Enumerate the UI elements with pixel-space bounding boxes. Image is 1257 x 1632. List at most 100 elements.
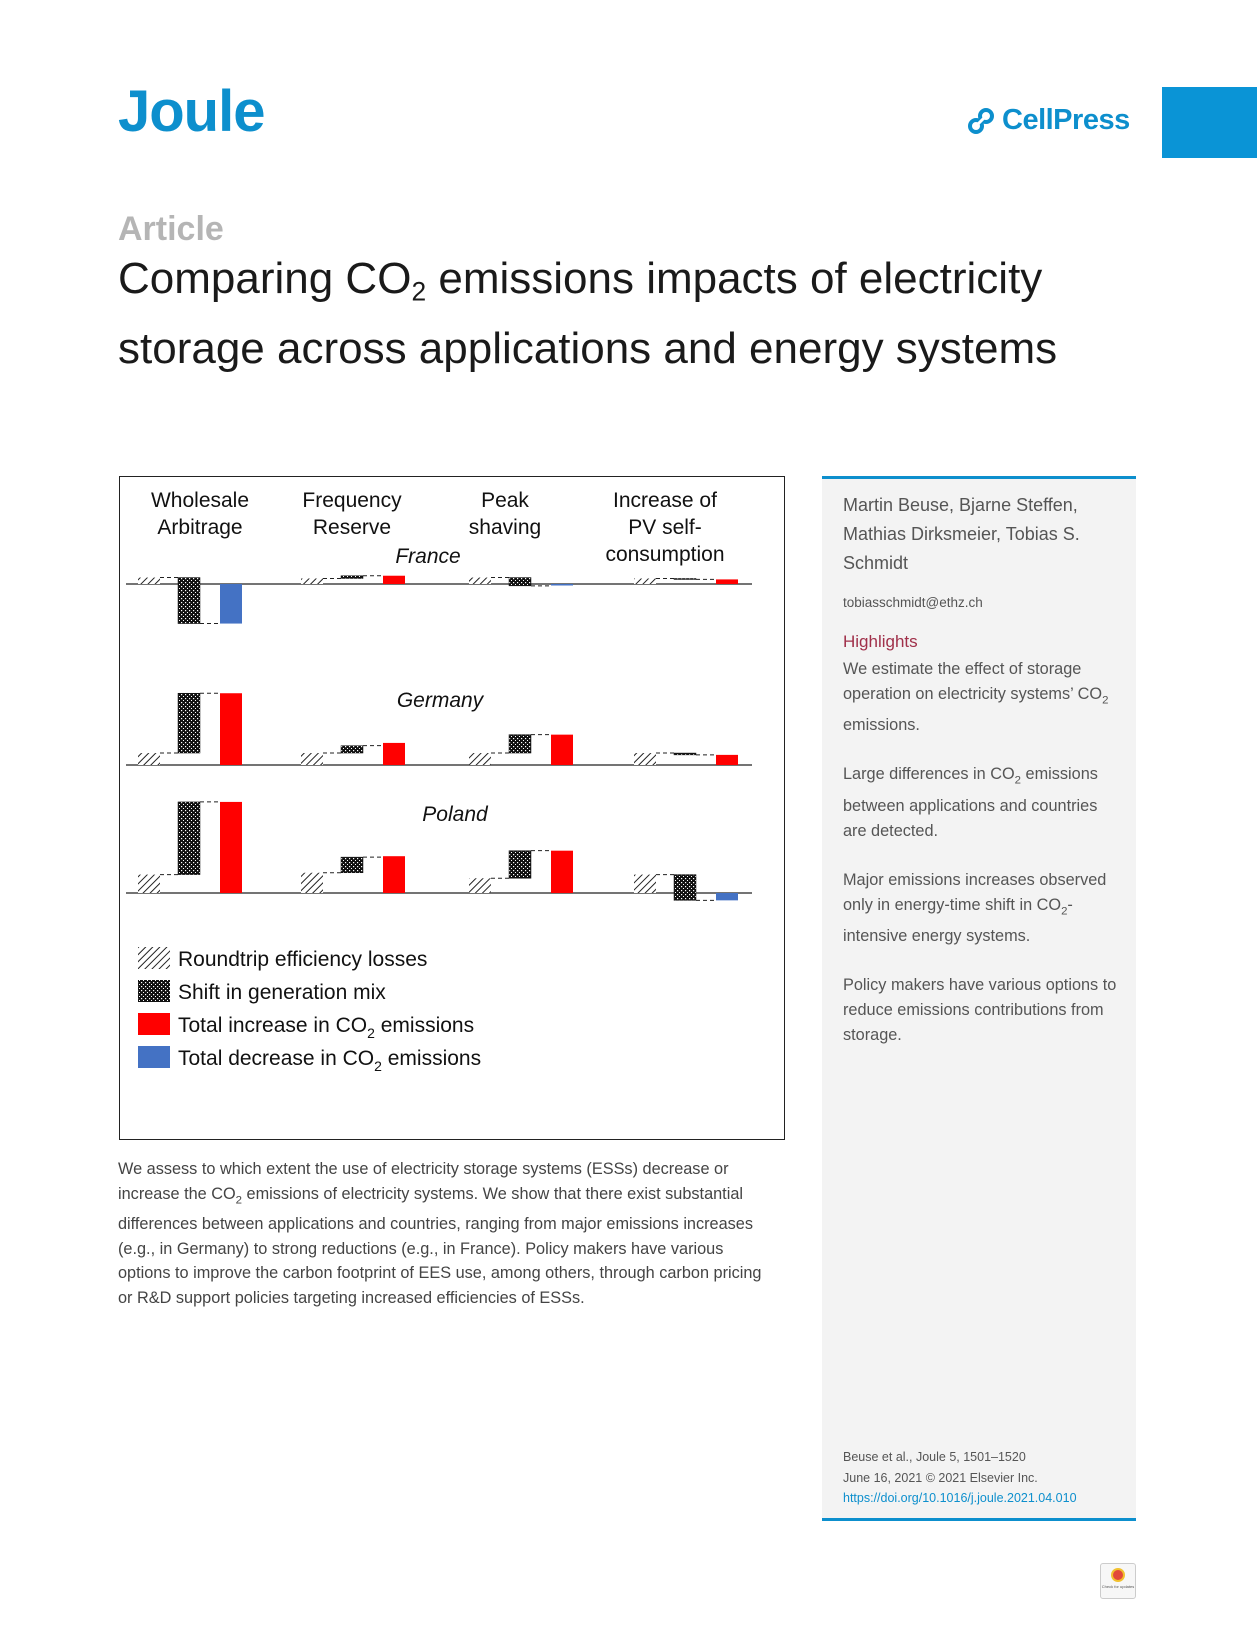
bar-total-increase xyxy=(383,856,405,893)
column-label: Increase of xyxy=(613,489,717,512)
highlight-item: Large differences in CO2 emissions betwe… xyxy=(843,762,1123,843)
column-label: Arbitrage xyxy=(157,516,242,539)
abstract-text: emissions of electricity systems. We sho… xyxy=(118,1184,762,1307)
bar-roundtrip-losses xyxy=(634,578,656,584)
highlight-text: -intensive energy systems. xyxy=(843,895,1073,945)
corresponding-email[interactable]: tobiasschmidt@ethz.ch xyxy=(843,595,983,610)
column-label: Peak xyxy=(481,489,529,512)
check-updates-icon xyxy=(1111,1568,1125,1582)
bar-roundtrip-losses xyxy=(138,753,160,765)
highlight-text: emissions. xyxy=(843,716,920,735)
bar-generation-shift xyxy=(177,577,201,624)
legend-label: Roundtrip efficiency losses xyxy=(178,948,427,971)
highlight-subscript: 2 xyxy=(1102,694,1109,707)
highlight-text: emissions between applications and count… xyxy=(843,765,1098,840)
bar-generation-shift xyxy=(673,874,697,901)
bar-generation-shift xyxy=(340,856,364,874)
bar-total-increase xyxy=(383,742,405,765)
highlight-text: Policy makers have various options to re… xyxy=(843,975,1117,1044)
citation: Beuse et al., Joule 5, 1501–1520 June 16… xyxy=(843,1447,1077,1509)
highlight-item: Major emissions increases observed only … xyxy=(843,868,1123,949)
bar-total-increase xyxy=(716,579,738,584)
highlight-item: Policy makers have various options to re… xyxy=(843,973,1123,1048)
bar-total-decrease xyxy=(716,893,738,901)
title-pre: Comparing CO xyxy=(118,254,412,303)
bar-roundtrip-losses xyxy=(301,753,323,765)
bar-roundtrip-losses xyxy=(301,578,323,584)
article-title: Comparing CO2 emissions impacts of elect… xyxy=(118,250,1098,378)
bar-generation-shift xyxy=(508,734,532,754)
bar-generation-shift xyxy=(177,692,201,754)
highlight-text: Major emissions increases observed only … xyxy=(843,870,1107,914)
bar-total-increase xyxy=(383,575,405,584)
abstract-subscript: 2 xyxy=(235,1193,242,1206)
bar-generation-shift xyxy=(177,801,201,875)
bar-generation-shift xyxy=(508,850,532,879)
bar-total-increase xyxy=(716,754,738,765)
highlight-subscript: 2 xyxy=(1061,904,1068,917)
column-label: Reserve xyxy=(313,516,391,539)
bar-roundtrip-losses xyxy=(301,872,323,893)
waterfall-chart: Wholesale Arbitrage Frequency Reserve Peak sh… xyxy=(126,489,752,1074)
legend-label: Shift in generation mix xyxy=(178,981,386,1004)
sidebar: Martin Beuse, Bjarne Steffen, Mathias Di… xyxy=(822,476,1136,1521)
highlight-text: We estimate the effect of storage operat… xyxy=(843,660,1103,703)
author-list[interactable]: Martin Beuse, Bjarne Steffen, Mathias Di… xyxy=(843,495,1080,573)
column-label: consumption xyxy=(605,543,724,566)
country-label: France xyxy=(395,545,460,568)
highlight-item: We estimate the effect of storage operat… xyxy=(843,657,1123,738)
bar-generation-shift xyxy=(340,575,364,579)
highlights-list: We estimate the effect of storage operat… xyxy=(843,657,1123,1072)
column-label: shaving xyxy=(469,516,541,539)
bar-generation-shift xyxy=(508,577,532,587)
column-label: Wholesale xyxy=(151,489,249,512)
legend-label: Total increase in CO2 emissions xyxy=(178,1014,474,1041)
bar-generation-shift xyxy=(673,578,697,580)
legend-swatch xyxy=(138,1046,170,1068)
legend-swatch xyxy=(138,1013,170,1035)
bar-total-increase xyxy=(551,850,573,893)
bar-roundtrip-losses xyxy=(138,577,160,584)
column-label: PV self- xyxy=(628,516,702,539)
bar-roundtrip-losses xyxy=(634,753,656,765)
abstract-text: We assess to which extent the use of ele… xyxy=(118,1157,778,1310)
bar-roundtrip-losses xyxy=(469,878,491,893)
title-subscript: 2 xyxy=(411,276,427,307)
bar-total-decrease xyxy=(220,584,242,624)
check-updates-label: Check for updates xyxy=(1101,1584,1135,1589)
graphical-abstract: Wholesale Arbitrage Frequency Reserve Peak sh… xyxy=(119,476,785,1140)
article-type: Article xyxy=(118,210,224,248)
legend-swatch xyxy=(138,980,170,1002)
country-label: Germany xyxy=(397,689,485,712)
bar-roundtrip-losses xyxy=(469,753,491,765)
bar-total-decrease xyxy=(551,584,573,586)
bar-generation-shift xyxy=(673,752,697,756)
highlight-subscript: 2 xyxy=(1014,774,1021,787)
bar-generation-shift xyxy=(340,745,364,754)
bar-total-increase xyxy=(220,693,242,765)
journal-logo[interactable]: Joule xyxy=(118,79,265,144)
bar-total-increase xyxy=(551,734,573,765)
publisher-name: CellPress xyxy=(1002,104,1130,136)
country-label: Poland xyxy=(422,803,489,826)
citation-date: June 16, 2021 © 2021 Elsevier Inc. xyxy=(843,1470,1038,1485)
legend-label: Total decrease in CO2 emissions xyxy=(178,1047,481,1074)
publisher-logo[interactable]: CellPress xyxy=(966,104,1130,137)
legend-swatch xyxy=(138,947,170,969)
column-labels: Wholesale Arbitrage Frequency Reserve Peak sh… xyxy=(151,489,725,566)
figure-legend: Roundtrip efficiency losses Shift in gene… xyxy=(138,947,481,1074)
bar-roundtrip-losses xyxy=(138,874,160,893)
title-post: emissions impacts of electricity storage… xyxy=(118,254,1058,374)
country-panels: France Germany Poland xyxy=(126,545,752,901)
abstract-text: We assess to which extent the use of ele… xyxy=(118,1160,729,1203)
doi-link[interactable]: https://doi.org/10.1016/j.joule.2021.04.… xyxy=(843,1491,1077,1505)
highlights-heading: Highlights xyxy=(843,632,918,651)
corner-tab xyxy=(1162,87,1257,158)
column-label: Frequency xyxy=(302,489,402,512)
bar-roundtrip-losses xyxy=(469,577,491,584)
citation-journal: Beuse et al., Joule 5, 1501–1520 xyxy=(843,1450,1026,1464)
check-for-updates-badge[interactable]: Check for updates xyxy=(1100,1563,1136,1599)
cellpress-mark-icon xyxy=(968,107,994,134)
bar-roundtrip-losses xyxy=(634,874,656,893)
bar-total-increase xyxy=(220,801,242,893)
